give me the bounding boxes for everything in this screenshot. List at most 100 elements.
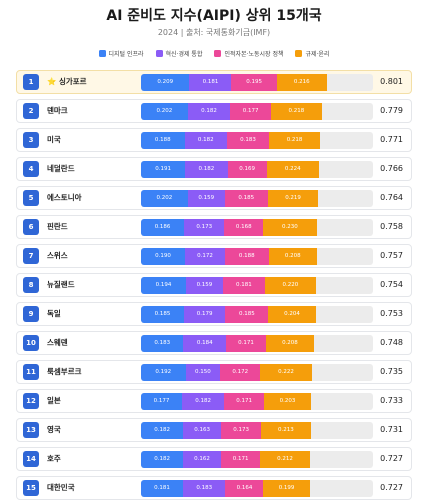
bar-segment: 0.183 bbox=[182, 480, 226, 497]
bar-segment: 0.173 bbox=[184, 219, 225, 236]
legend-item-regulation: 규제·윤리 bbox=[295, 49, 329, 58]
table-row: 14 호주 0.182 0.162 0.171 0.212 0.727 bbox=[16, 447, 412, 471]
total-score: 0.753 bbox=[380, 309, 403, 318]
bar-segment: 0.182 bbox=[141, 451, 184, 468]
bar-track: 0.202 0.159 0.185 0.219 bbox=[141, 190, 373, 207]
bar-segment: 0.202 bbox=[141, 103, 188, 120]
bar-segment: 0.188 bbox=[141, 132, 185, 149]
bar-segment: 0.219 bbox=[267, 190, 319, 207]
rank-badge: 13 bbox=[23, 422, 39, 438]
rank-badge: 6 bbox=[23, 219, 39, 235]
country-label: 독일 bbox=[47, 303, 61, 325]
star-icon: ⭐ bbox=[47, 77, 59, 86]
total-score: 0.754 bbox=[380, 280, 403, 289]
legend-swatch-regulation bbox=[295, 50, 303, 57]
legend-swatch-digital bbox=[98, 50, 106, 57]
bar-segment: 0.213 bbox=[261, 422, 311, 439]
table-row: 6 핀란드 0.186 0.173 0.168 0.230 0.758 bbox=[16, 215, 412, 239]
total-score: 0.758 bbox=[380, 222, 403, 231]
bar-track: 0.188 0.182 0.183 0.218 bbox=[141, 132, 373, 149]
total-score: 0.748 bbox=[380, 338, 403, 347]
bar-segment: 0.182 bbox=[185, 161, 228, 178]
total-score: 0.735 bbox=[380, 367, 403, 376]
table-row: 12 일본 0.177 0.182 0.171 0.203 0.733 bbox=[16, 389, 412, 413]
bar-segment: 0.182 bbox=[184, 132, 227, 149]
bar-segment: 0.194 bbox=[141, 277, 186, 294]
bar-track: 0.177 0.182 0.171 0.203 bbox=[141, 393, 373, 410]
country-label: 호주 bbox=[47, 448, 61, 470]
bar-segment: 0.209 bbox=[141, 74, 190, 91]
country-name: 대한민국 bbox=[47, 483, 75, 492]
country-label: 영국 bbox=[47, 419, 61, 441]
table-row: 5 에스토니아 0.202 0.159 0.185 0.219 0.764 bbox=[16, 186, 412, 210]
bar-track: 0.192 0.150 0.172 0.222 bbox=[141, 364, 373, 381]
country-name: 뉴질랜드 bbox=[47, 280, 75, 289]
total-score: 0.771 bbox=[380, 135, 403, 144]
country-label: 핀란드 bbox=[47, 216, 68, 238]
rank-badge: 2 bbox=[23, 103, 39, 119]
bar-segment: 0.191 bbox=[141, 161, 186, 178]
rank-badge: 7 bbox=[23, 248, 39, 264]
bar-segment: 0.202 bbox=[141, 190, 188, 207]
total-score: 0.733 bbox=[380, 396, 403, 405]
table-row: 1 ⭐ 싱가포르 0.209 0.181 0.195 0.216 0.801 bbox=[16, 70, 412, 94]
legend-label-digital: 디지털 인프라 bbox=[108, 51, 144, 58]
bar-segment: 0.159 bbox=[186, 277, 223, 294]
bar-segment: 0.199 bbox=[263, 480, 310, 497]
bar-track: 0.183 0.184 0.171 0.208 bbox=[141, 335, 373, 352]
bar-segment: 0.185 bbox=[225, 306, 269, 323]
legend-label-regulation: 규제·윤리 bbox=[305, 51, 330, 58]
table-row: 4 네덜란드 0.191 0.182 0.169 0.224 0.766 bbox=[16, 157, 412, 181]
bar-segment: 0.169 bbox=[227, 161, 267, 178]
bar-segment: 0.186 bbox=[141, 219, 185, 236]
table-row: 2 덴마크 0.202 0.182 0.177 0.218 0.779 bbox=[16, 99, 412, 123]
country-name: 독일 bbox=[47, 309, 61, 318]
country-label: ⭐ 싱가포르 bbox=[47, 71, 87, 93]
bar-segment: 0.181 bbox=[222, 277, 265, 294]
bar-segment: 0.212 bbox=[260, 451, 310, 468]
country-label: 룩셈부르크 bbox=[47, 361, 82, 383]
total-score: 0.757 bbox=[380, 251, 403, 260]
rank-badge: 12 bbox=[23, 393, 39, 409]
country-name: 스위스 bbox=[47, 251, 68, 260]
rank-badge: 14 bbox=[23, 451, 39, 467]
bar-segment: 0.204 bbox=[268, 306, 316, 323]
rank-badge: 11 bbox=[23, 364, 39, 380]
bar-segment: 0.222 bbox=[260, 364, 312, 381]
total-score: 0.731 bbox=[380, 425, 403, 434]
bar-segment: 0.224 bbox=[266, 161, 319, 178]
country-name: 스웨덴 bbox=[47, 338, 68, 347]
bar-track: 0.191 0.182 0.169 0.224 bbox=[141, 161, 373, 178]
chart-subtitle: 2024 | 출처: 국제통화기금(IMF) bbox=[157, 28, 271, 37]
bar-segment: 0.168 bbox=[224, 219, 264, 236]
country-label: 에스토니아 bbox=[47, 187, 82, 209]
bar-track: 0.182 0.162 0.171 0.212 bbox=[141, 451, 373, 468]
country-name: 미국 bbox=[47, 135, 61, 144]
country-name: 싱가포르 bbox=[58, 77, 87, 86]
rank-badge: 1 bbox=[23, 74, 39, 90]
legend-item-human: 인적자본·노동시장 정책 bbox=[214, 49, 283, 58]
bar-segment: 0.220 bbox=[264, 277, 316, 294]
bar-segment: 0.216 bbox=[276, 74, 327, 91]
bar-segment: 0.159 bbox=[187, 190, 225, 207]
bar-segment: 0.164 bbox=[225, 480, 264, 497]
rank-badge: 15 bbox=[23, 480, 39, 496]
bar-segment: 0.179 bbox=[183, 306, 226, 323]
country-label: 뉴질랜드 bbox=[47, 274, 75, 296]
country-name: 핀란드 bbox=[47, 222, 68, 231]
legend: 디지털 인프라 혁신·경제 통합 인적자본·노동시장 정책 규제·윤리 bbox=[0, 49, 428, 58]
legend-swatch-human bbox=[214, 50, 222, 57]
bar-segment: 0.181 bbox=[189, 74, 232, 91]
bar-segment: 0.218 bbox=[271, 103, 322, 120]
bar-track: 0.194 0.159 0.181 0.220 bbox=[141, 277, 373, 294]
total-score: 0.764 bbox=[380, 193, 403, 202]
rank-badge: 8 bbox=[23, 277, 39, 293]
table-row: 3 미국 0.188 0.182 0.183 0.218 0.771 bbox=[16, 128, 412, 152]
legend-swatch-innovation bbox=[155, 50, 163, 57]
bar-segment: 0.184 bbox=[183, 335, 227, 352]
bar-segment: 0.188 bbox=[224, 248, 269, 265]
table-row: 9 독일 0.185 0.179 0.185 0.204 0.753 bbox=[16, 302, 412, 326]
legend-item-innovation: 혁신·경제 통합 bbox=[155, 49, 202, 58]
rank-badge: 3 bbox=[23, 132, 39, 148]
bar-segment: 0.208 bbox=[265, 335, 315, 352]
